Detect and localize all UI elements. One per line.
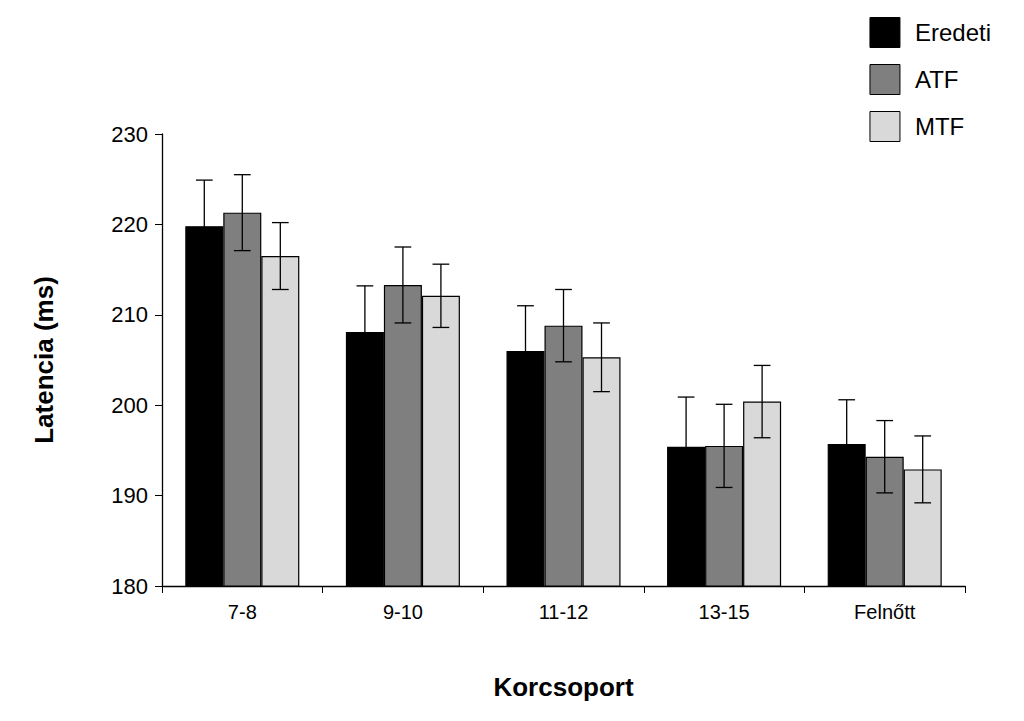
- svg-text:180: 180: [111, 574, 148, 599]
- svg-text:ATF: ATF: [915, 66, 959, 93]
- svg-text:11-12: 11-12: [539, 601, 589, 623]
- svg-text:9-10: 9-10: [383, 601, 423, 623]
- svg-text:Latencia (ms): Latencia (ms): [29, 276, 59, 444]
- svg-text:200: 200: [111, 393, 148, 418]
- svg-text:190: 190: [111, 483, 148, 508]
- svg-text:MTF: MTF: [915, 113, 964, 140]
- svg-text:220: 220: [111, 212, 148, 237]
- svg-text:Korcsoport: Korcsoport: [493, 672, 633, 702]
- svg-text:7-8: 7-8: [228, 601, 257, 623]
- svg-text:230: 230: [111, 122, 148, 147]
- svg-text:13-15: 13-15: [699, 601, 750, 623]
- svg-text:Eredeti: Eredeti: [915, 19, 991, 46]
- svg-text:Felnőtt: Felnőtt: [854, 601, 916, 623]
- svg-text:210: 210: [111, 302, 148, 327]
